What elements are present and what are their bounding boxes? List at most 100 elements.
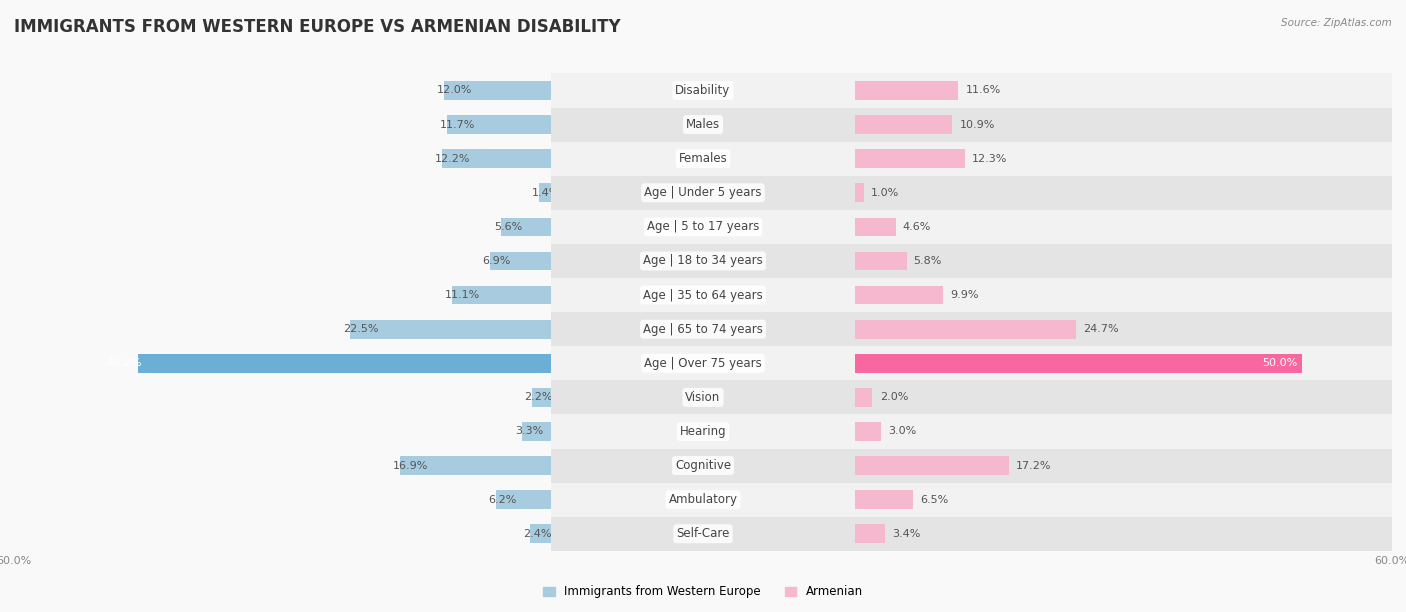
- Text: 2.0%: 2.0%: [880, 392, 908, 402]
- Bar: [855, 176, 1392, 210]
- Bar: [249, 517, 855, 551]
- Bar: [551, 244, 1088, 278]
- Bar: [551, 380, 1088, 414]
- Bar: [496, 490, 551, 509]
- Bar: [531, 388, 551, 407]
- Bar: [551, 346, 1088, 380]
- Bar: [249, 244, 855, 278]
- Bar: [855, 320, 1076, 338]
- Bar: [249, 141, 855, 176]
- Text: 10.9%: 10.9%: [959, 119, 994, 130]
- Text: 4.6%: 4.6%: [903, 222, 931, 232]
- Bar: [249, 176, 855, 210]
- Bar: [401, 456, 551, 475]
- Text: 46.2%: 46.2%: [107, 358, 142, 368]
- Text: Age | 65 to 74 years: Age | 65 to 74 years: [643, 323, 763, 335]
- Bar: [551, 449, 1088, 483]
- Bar: [855, 414, 1392, 449]
- Text: 6.9%: 6.9%: [482, 256, 510, 266]
- Bar: [451, 286, 551, 304]
- Text: 2.2%: 2.2%: [524, 392, 553, 402]
- Text: 11.1%: 11.1%: [444, 290, 479, 300]
- Bar: [447, 115, 551, 134]
- Bar: [249, 414, 855, 449]
- Bar: [489, 252, 551, 271]
- Text: 12.0%: 12.0%: [437, 86, 472, 95]
- Text: Age | 35 to 64 years: Age | 35 to 64 years: [643, 289, 763, 302]
- Bar: [551, 73, 1088, 108]
- Bar: [855, 312, 1392, 346]
- Text: 3.4%: 3.4%: [893, 529, 921, 539]
- Bar: [551, 210, 1088, 244]
- Text: 1.4%: 1.4%: [531, 188, 560, 198]
- Bar: [551, 141, 1088, 176]
- Bar: [551, 517, 1088, 551]
- Text: 3.0%: 3.0%: [889, 427, 917, 436]
- Bar: [249, 380, 855, 414]
- Text: Females: Females: [679, 152, 727, 165]
- Text: 16.9%: 16.9%: [392, 461, 429, 471]
- Bar: [551, 483, 1088, 517]
- Bar: [855, 456, 1008, 475]
- Text: 9.9%: 9.9%: [950, 290, 979, 300]
- Text: 11.6%: 11.6%: [966, 86, 1001, 95]
- Text: 22.5%: 22.5%: [343, 324, 378, 334]
- Bar: [249, 449, 855, 483]
- Text: Age | 5 to 17 years: Age | 5 to 17 years: [647, 220, 759, 233]
- Text: 5.6%: 5.6%: [494, 222, 523, 232]
- Bar: [249, 210, 855, 244]
- Bar: [502, 217, 551, 236]
- Bar: [522, 422, 551, 441]
- Bar: [551, 176, 1088, 210]
- Bar: [551, 414, 1088, 449]
- Text: 2.4%: 2.4%: [523, 529, 551, 539]
- Bar: [855, 449, 1392, 483]
- Text: Age | 18 to 34 years: Age | 18 to 34 years: [643, 255, 763, 267]
- Bar: [855, 483, 1392, 517]
- Bar: [855, 388, 873, 407]
- Bar: [855, 422, 882, 441]
- Bar: [855, 81, 959, 100]
- Text: 6.5%: 6.5%: [920, 494, 948, 505]
- Bar: [855, 524, 884, 543]
- Bar: [530, 524, 551, 543]
- Bar: [855, 217, 896, 236]
- Bar: [855, 115, 952, 134]
- Bar: [249, 346, 855, 380]
- Bar: [855, 354, 1302, 373]
- Text: Hearing: Hearing: [679, 425, 727, 438]
- Text: Self-Care: Self-Care: [676, 528, 730, 540]
- Text: Males: Males: [686, 118, 720, 131]
- Text: IMMIGRANTS FROM WESTERN EUROPE VS ARMENIAN DISABILITY: IMMIGRANTS FROM WESTERN EUROPE VS ARMENI…: [14, 18, 620, 36]
- Text: 17.2%: 17.2%: [1015, 461, 1052, 471]
- Legend: Immigrants from Western Europe, Armenian: Immigrants from Western Europe, Armenian: [538, 581, 868, 603]
- Bar: [249, 483, 855, 517]
- Bar: [249, 73, 855, 108]
- Text: 50.0%: 50.0%: [1263, 358, 1298, 368]
- Bar: [855, 73, 1392, 108]
- Bar: [855, 108, 1392, 141]
- Bar: [249, 108, 855, 141]
- Text: Age | Over 75 years: Age | Over 75 years: [644, 357, 762, 370]
- Bar: [249, 312, 855, 346]
- Text: Vision: Vision: [685, 391, 721, 404]
- Bar: [249, 278, 855, 312]
- Text: Disability: Disability: [675, 84, 731, 97]
- Bar: [138, 354, 551, 373]
- Bar: [855, 286, 943, 304]
- Bar: [855, 149, 965, 168]
- Text: 5.8%: 5.8%: [914, 256, 942, 266]
- Bar: [444, 81, 551, 100]
- Text: 11.7%: 11.7%: [440, 119, 475, 130]
- Bar: [551, 278, 1088, 312]
- Bar: [538, 184, 551, 202]
- Bar: [855, 517, 1392, 551]
- Bar: [350, 320, 551, 338]
- Text: Source: ZipAtlas.com: Source: ZipAtlas.com: [1281, 18, 1392, 28]
- Bar: [855, 490, 912, 509]
- Text: Cognitive: Cognitive: [675, 459, 731, 472]
- Bar: [855, 380, 1392, 414]
- Text: 24.7%: 24.7%: [1083, 324, 1119, 334]
- Bar: [855, 244, 1392, 278]
- Bar: [855, 278, 1392, 312]
